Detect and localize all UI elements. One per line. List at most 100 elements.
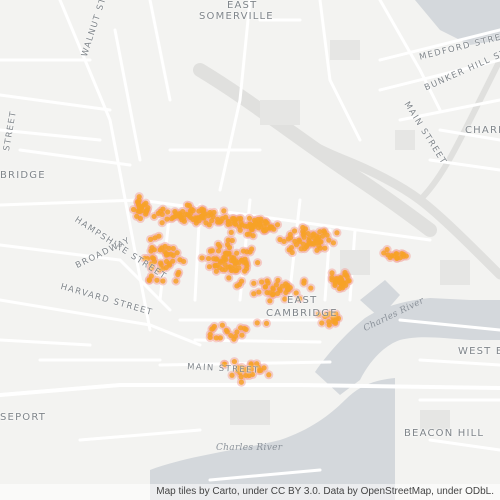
point: [231, 358, 237, 365]
point: [166, 245, 172, 251]
point: [136, 194, 142, 200]
point: [151, 213, 157, 220]
point: [147, 236, 154, 242]
point: [209, 248, 215, 254]
point: [206, 264, 213, 270]
point: [297, 296, 303, 302]
point: [151, 258, 158, 265]
point: [264, 226, 270, 232]
point: [326, 237, 332, 243]
point: [262, 284, 268, 290]
point: [225, 264, 232, 270]
point: [287, 235, 294, 241]
point: [223, 214, 229, 220]
point: [135, 200, 141, 206]
point: [266, 372, 272, 378]
point: [281, 238, 287, 245]
point: [342, 269, 348, 276]
point: [340, 281, 346, 288]
point: [226, 219, 232, 225]
point: [256, 289, 262, 295]
point: [250, 233, 256, 239]
point: [259, 279, 265, 285]
harbor: [415, 0, 500, 45]
label-seaport: SEPORT: [0, 412, 47, 423]
point: [232, 268, 238, 274]
point: [263, 320, 270, 327]
point: [157, 247, 163, 253]
point: [239, 257, 245, 263]
point: [217, 219, 223, 225]
point: [305, 230, 311, 237]
point: [282, 296, 288, 302]
point: [320, 233, 326, 239]
point: [148, 273, 154, 279]
point: [319, 320, 325, 326]
point: [308, 285, 314, 291]
point: [338, 276, 345, 282]
point: [137, 215, 144, 222]
label-west-end: WEST E: [458, 346, 500, 357]
point: [313, 240, 320, 246]
point: [384, 246, 390, 253]
point: [229, 372, 235, 378]
point: [243, 372, 249, 378]
point: [277, 287, 283, 294]
point: [135, 208, 141, 214]
point: [181, 258, 187, 265]
point: [334, 230, 340, 236]
point: [293, 242, 300, 248]
point: [250, 371, 256, 377]
point: [180, 208, 186, 215]
point: [301, 278, 307, 284]
point: [174, 250, 180, 256]
point: [219, 322, 225, 328]
point: [149, 245, 155, 251]
point: [173, 278, 179, 284]
point: [203, 220, 209, 226]
point: [143, 200, 149, 206]
map-attribution[interactable]: Map tiles by Carto, under CC BY 3.0. Dat…: [0, 484, 500, 500]
label-east-cambridge-1: EAST: [287, 295, 318, 306]
point: [332, 320, 339, 326]
point: [334, 275, 340, 282]
point: [300, 224, 306, 231]
point: [264, 220, 270, 226]
point: [215, 248, 222, 254]
point: [130, 206, 137, 213]
point: [184, 202, 190, 208]
point: [247, 223, 253, 229]
point: [385, 252, 391, 258]
charles-river: [150, 378, 395, 500]
point: [394, 251, 400, 257]
label-charlestown: CHARLE: [465, 125, 500, 136]
point: [156, 267, 162, 273]
point: [216, 264, 223, 271]
point: [252, 223, 258, 229]
point: [264, 278, 270, 284]
point: [223, 252, 229, 258]
point: [170, 214, 176, 221]
point: [231, 336, 237, 342]
label-east-cambridge-2: CAMBRIDGE: [266, 308, 338, 319]
point: [323, 312, 329, 318]
point: [284, 286, 291, 293]
point: [238, 379, 244, 385]
point: [322, 245, 328, 251]
point: [277, 236, 283, 243]
point: [274, 222, 281, 228]
point: [213, 268, 219, 274]
label-charles-river-2: Charles River: [216, 443, 283, 453]
point: [326, 319, 332, 325]
point: [176, 269, 182, 275]
point: [207, 331, 213, 337]
point: [228, 332, 234, 339]
point: [237, 227, 243, 233]
point: [221, 361, 227, 367]
point: [249, 366, 255, 372]
point: [134, 213, 140, 219]
point: [225, 237, 231, 243]
point: [170, 245, 176, 252]
